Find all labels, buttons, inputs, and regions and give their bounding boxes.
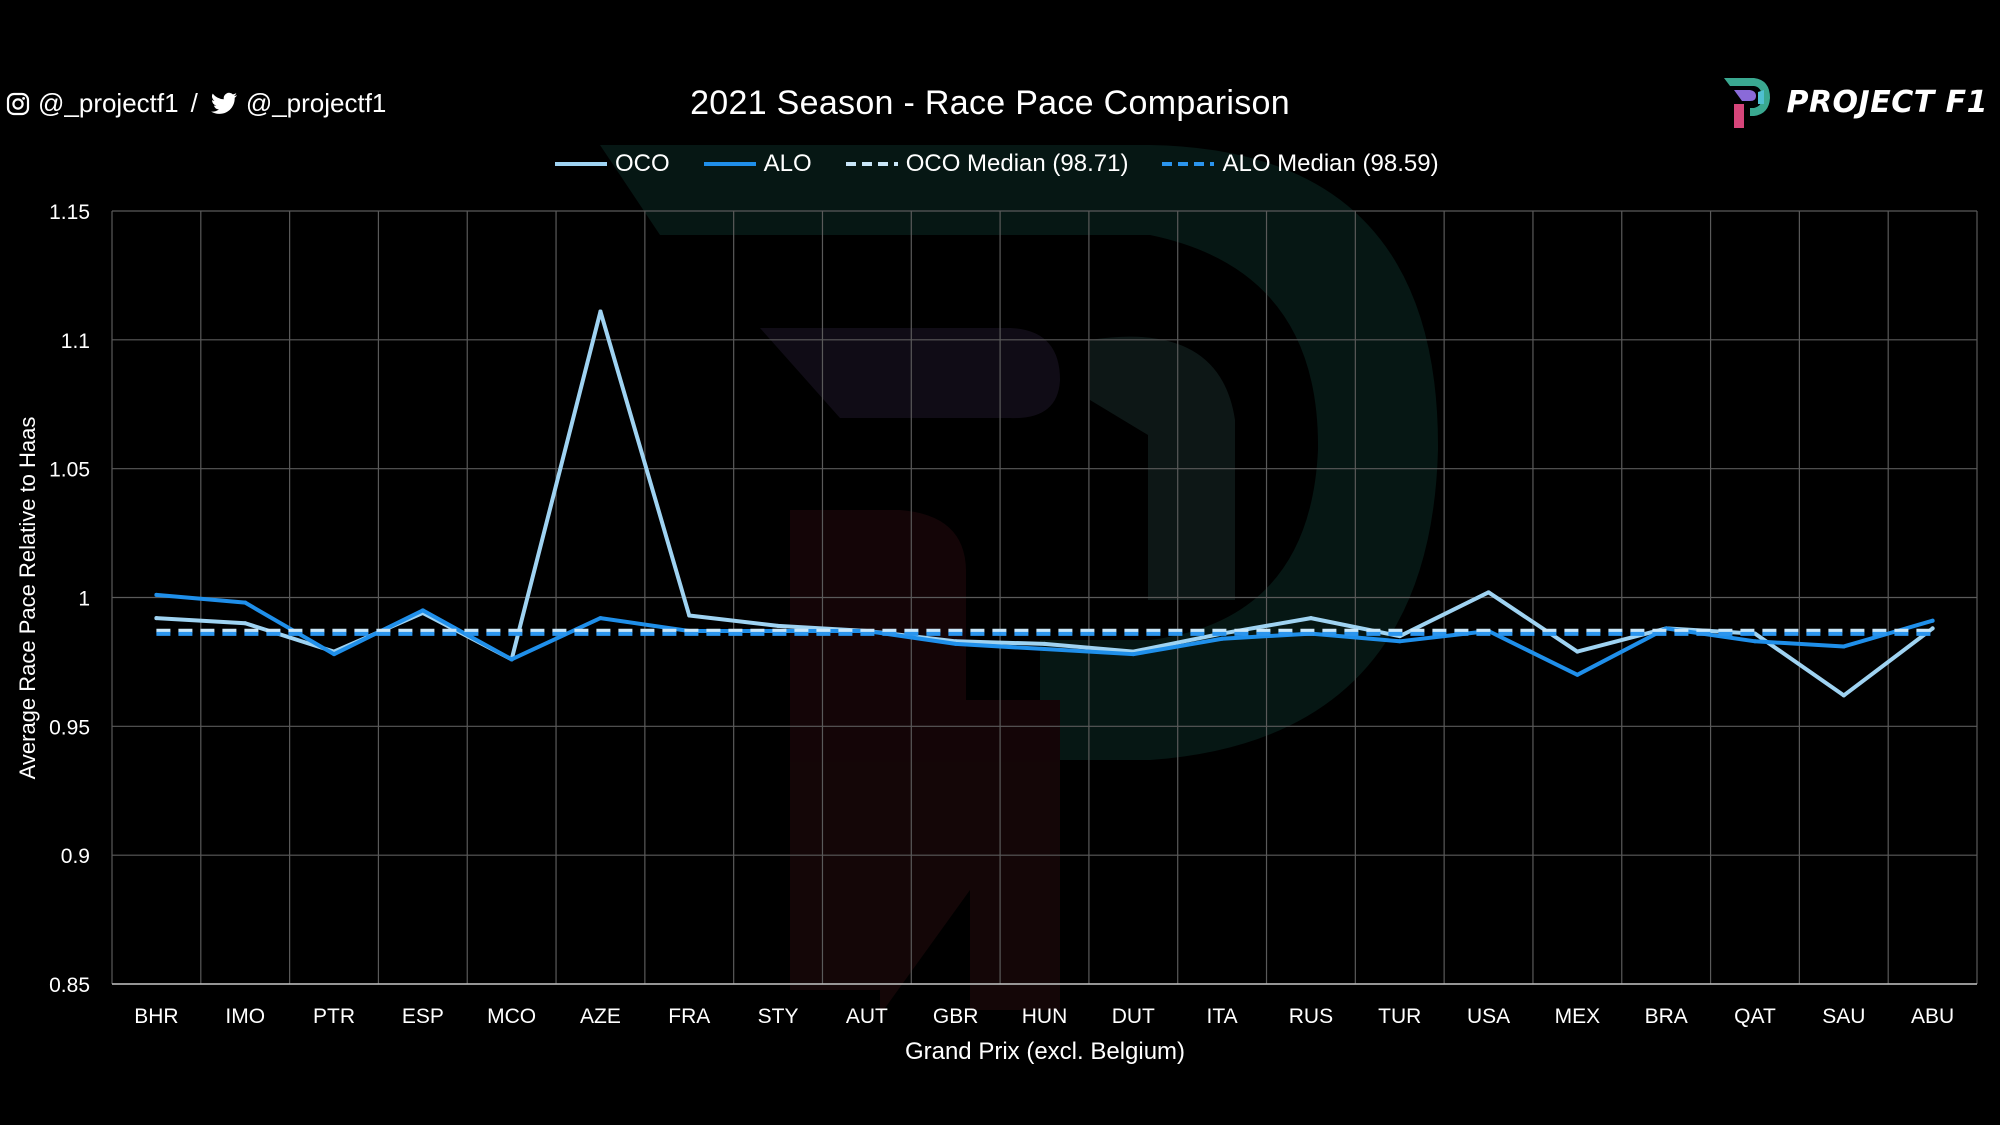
- legend-swatch-oco-median: [845, 162, 898, 166]
- social-handles: @_projectf1 / @_projectf1: [6, 88, 386, 119]
- legend-label-oco: OCO: [615, 150, 670, 177]
- data-point-oco: [1486, 590, 1491, 595]
- data-point-oco: [1042, 641, 1047, 646]
- watermark-logo: [600, 145, 1439, 1015]
- x-tick-label: QAT: [1734, 1005, 1776, 1028]
- chart-title: 2021 Season - Race Pace Comparison: [690, 84, 1290, 122]
- legend-swatch-oco: [555, 162, 607, 166]
- legend-label-oco-median: OCO Median (98.71): [905, 150, 1129, 177]
- x-tick-label: HUN: [1022, 1005, 1068, 1028]
- x-tick-label: ITA: [1207, 1005, 1238, 1028]
- legend-item-oco: OCO: [555, 150, 670, 178]
- x-tick-label: RUS: [1289, 1005, 1333, 1028]
- x-tick-label: ESP: [402, 1005, 444, 1028]
- brand: PROJECT F1: [1720, 74, 1988, 130]
- x-tick-label: TUR: [1378, 1005, 1421, 1028]
- data-point-oco: [154, 616, 159, 621]
- data-point-oco: [598, 309, 603, 314]
- data-point-alo: [1042, 647, 1047, 652]
- x-tick-label: GBR: [933, 1005, 979, 1028]
- x-tick-label: AZE: [580, 1005, 621, 1028]
- brand-name: PROJECT F1: [1786, 84, 1988, 120]
- data-point-oco: [1841, 693, 1846, 698]
- legend-label-alo-median: ALO Median (98.59): [1222, 150, 1439, 177]
- x-tick-label: PTR: [313, 1005, 355, 1028]
- instagram-handle[interactable]: @_projectf1: [38, 88, 179, 118]
- y-tick-label: 0.85: [49, 974, 90, 997]
- data-point-alo: [420, 608, 425, 613]
- y-tick-label: 1.15: [49, 201, 90, 224]
- data-point-alo: [1397, 639, 1402, 644]
- y-tick-label: 0.9: [61, 845, 90, 868]
- data-point-oco: [776, 623, 781, 628]
- x-tick-label: BHR: [134, 1005, 178, 1028]
- x-tick-label: ABU: [1911, 1005, 1954, 1028]
- data-point-oco: [687, 613, 692, 618]
- x-tick-label: AUT: [846, 1005, 888, 1028]
- y-axis-label: Average Race Pace Relative to Haas: [15, 416, 40, 780]
- x-tick-label: MCO: [487, 1005, 536, 1028]
- twitter-handle[interactable]: @_projectf1: [245, 88, 387, 118]
- data-point-oco: [1308, 616, 1313, 621]
- handle-separator: /: [190, 88, 198, 118]
- project-f1-logo: [1724, 78, 1771, 128]
- legend-swatch-alo-median: [1162, 162, 1215, 166]
- x-tick-label: STY: [758, 1005, 799, 1028]
- legend-swatch-alo: [703, 162, 756, 166]
- x-axis-label: Grand Prix (excl. Belgium): [904, 1038, 1186, 1065]
- data-point-oco: [1575, 649, 1580, 654]
- data-point-alo: [243, 600, 248, 605]
- x-tick-label: BRA: [1645, 1005, 1688, 1028]
- y-tick-label: 1.05: [49, 459, 90, 482]
- data-point-alo: [1841, 644, 1846, 649]
- x-tick-label: IMO: [225, 1005, 265, 1028]
- x-tick-label: USA: [1467, 1005, 1510, 1028]
- data-point-alo: [509, 657, 514, 662]
- data-point-alo: [1752, 639, 1757, 644]
- data-point-alo: [1930, 618, 1935, 623]
- data-point-alo: [1575, 672, 1580, 677]
- x-tick-label: DUT: [1112, 1005, 1155, 1028]
- data-point-alo: [154, 592, 159, 597]
- x-tick-label: FRA: [668, 1005, 710, 1028]
- data-point-alo: [953, 641, 958, 646]
- twitter-icon[interactable]: [210, 92, 238, 116]
- legend-item-alo: ALO: [703, 150, 812, 178]
- data-point-oco: [1930, 626, 1935, 631]
- legend-item-oco-median: OCO Median (98.71): [845, 150, 1129, 178]
- y-tick-label: 0.95: [49, 716, 90, 739]
- data-point-oco: [243, 621, 248, 626]
- instagram-icon[interactable]: [6, 92, 30, 116]
- x-tick-label: MEX: [1555, 1005, 1601, 1028]
- legend-label-alo: ALO: [763, 150, 812, 177]
- data-point-alo: [598, 616, 603, 621]
- data-point-alo: [1131, 652, 1136, 657]
- chart-legend: OCO ALO OCO Median (98.71) ALO Median (9…: [555, 150, 1439, 178]
- x-tick-label: SAU: [1822, 1005, 1865, 1028]
- data-point-alo: [1220, 636, 1225, 641]
- chart-series: [154, 309, 1935, 698]
- chart-axes: 0.85 0.9 0.95 1 1.05 1.1 1.15 BHR IMO PTR ESP MCO AZ…: [49, 201, 1977, 1028]
- y-tick-label: 1.1: [61, 330, 90, 353]
- data-point-alo: [332, 652, 337, 657]
- y-tick-label: 1: [78, 588, 90, 611]
- legend-item-alo-median: ALO Median (98.59): [1162, 150, 1439, 178]
